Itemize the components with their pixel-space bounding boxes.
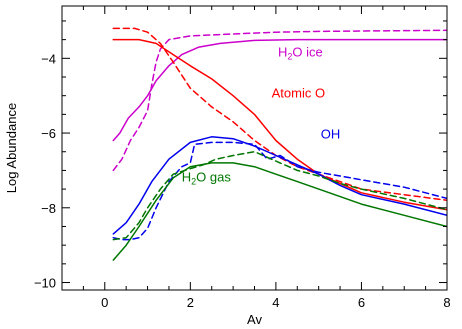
y-tick-label: −8 — [41, 201, 56, 216]
series-line-h2o-gas-solid — [112, 162, 447, 261]
x-tick-label: 2 — [187, 295, 194, 310]
x-tick-label: 4 — [272, 295, 279, 310]
labels-layer: H2O ice Atomic O OH H2O gas — [182, 44, 341, 186]
series-layer — [112, 27, 447, 261]
series-line-h2o-gas-dashed — [112, 150, 447, 241]
series-line-atomic-o-solid — [112, 38, 447, 211]
series-line-h2o-ice-solid — [112, 38, 447, 142]
ticks-layer: 0 2 4 6 8 −4 −6 −8 −10 — [34, 6, 451, 310]
y-axis-label: Log Abundance — [4, 103, 19, 193]
x-tick-label: 8 — [443, 295, 450, 310]
series-line-oh-dashed — [112, 141, 447, 241]
series-line-oh-solid — [112, 136, 447, 235]
series-line-atomic-o-dashed — [112, 27, 447, 202]
series-label-oh: OH — [321, 127, 341, 142]
y-tick-label: −6 — [41, 126, 56, 141]
series-label-h2o-gas: H2O gas — [182, 170, 232, 187]
series-label-h2o-ice: H2O ice — [278, 44, 323, 61]
x-axis-label: Av — [247, 312, 262, 327]
series-label-atomic-o: Atomic O — [272, 86, 325, 101]
y-tick-label: −10 — [34, 276, 56, 291]
plot-frame — [61, 5, 448, 291]
y-tick-label: −4 — [41, 51, 56, 66]
x-tick-label: 6 — [358, 295, 365, 310]
series-line-h2o-ice-dashed — [112, 29, 447, 172]
x-tick-label: 0 — [101, 295, 108, 310]
